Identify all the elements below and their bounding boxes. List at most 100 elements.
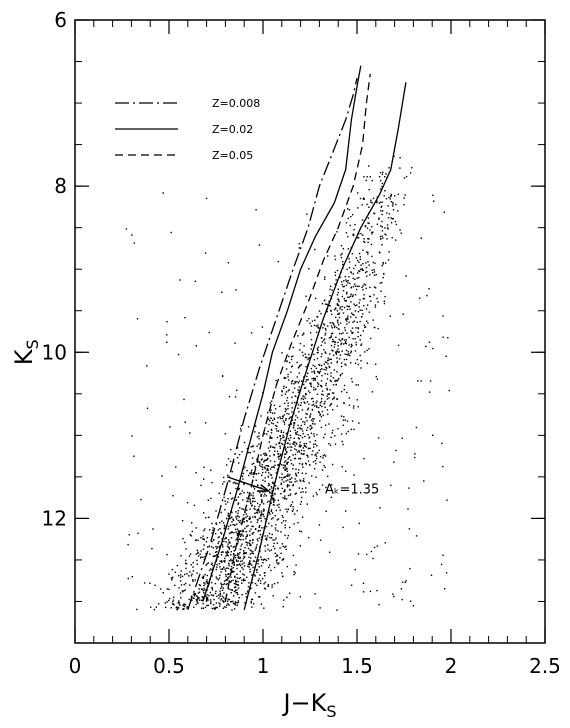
data-point <box>358 276 360 279</box>
data-point <box>131 576 133 578</box>
data-point <box>239 427 242 430</box>
data-point <box>247 547 250 550</box>
data-point <box>197 592 200 594</box>
data-point <box>280 531 282 533</box>
data-point <box>260 495 262 497</box>
data-point <box>269 513 271 515</box>
data-point <box>337 291 339 294</box>
data-point <box>259 525 261 527</box>
data-point <box>235 516 237 518</box>
data-point <box>287 479 289 481</box>
data-point <box>306 454 309 457</box>
data-point <box>364 326 367 328</box>
data-point <box>197 555 200 557</box>
data-point <box>244 547 246 549</box>
data-point <box>236 567 238 570</box>
data-point <box>128 534 130 536</box>
data-point <box>361 316 363 318</box>
data-point <box>432 347 434 350</box>
data-point <box>274 464 276 466</box>
data-point <box>220 598 223 600</box>
data-point <box>223 560 225 562</box>
data-point <box>367 251 369 253</box>
data-point <box>216 564 218 566</box>
data-point <box>348 209 351 211</box>
data-point <box>284 469 287 471</box>
data-point <box>286 486 289 488</box>
data-point <box>330 436 332 438</box>
data-point <box>214 592 217 595</box>
data-point <box>256 568 258 571</box>
data-point <box>330 335 333 337</box>
data-point <box>284 497 286 499</box>
data-point <box>275 443 277 446</box>
data-point <box>211 522 213 525</box>
data-point <box>355 257 358 259</box>
data-point <box>384 227 386 229</box>
data-point <box>277 499 279 501</box>
data-point <box>285 480 287 482</box>
data-point <box>290 449 292 452</box>
data-point <box>363 283 365 285</box>
data-point <box>255 528 257 530</box>
data-point <box>258 464 261 466</box>
data-point <box>220 571 222 573</box>
data-point <box>235 539 237 541</box>
data-point <box>239 520 241 522</box>
data-point <box>276 425 278 428</box>
data-point <box>301 463 304 465</box>
data-point <box>249 500 251 503</box>
data-point <box>324 400 326 403</box>
data-point <box>297 437 300 439</box>
data-point <box>164 602 166 604</box>
data-point <box>228 573 230 575</box>
data-point <box>353 229 355 231</box>
data-point <box>284 546 286 548</box>
data-point <box>289 434 291 436</box>
data-point <box>300 449 303 452</box>
data-point <box>359 320 361 323</box>
data-point <box>226 554 228 556</box>
data-point <box>313 418 315 420</box>
data-point <box>300 491 302 493</box>
data-point <box>251 564 253 566</box>
data-point <box>230 516 232 519</box>
data-point <box>234 602 237 604</box>
data-point <box>245 536 247 538</box>
data-point <box>234 554 237 556</box>
data-point <box>175 607 177 609</box>
data-point <box>357 237 360 239</box>
data-point <box>296 433 298 436</box>
data-point <box>287 379 290 381</box>
data-point <box>415 535 418 537</box>
data-point <box>278 503 280 506</box>
data-point <box>288 413 290 415</box>
data-point <box>179 576 182 578</box>
data-point <box>229 492 231 494</box>
data-point <box>344 353 346 355</box>
data-point <box>294 448 296 450</box>
data-point <box>297 391 300 393</box>
data-point <box>343 280 345 282</box>
data-point <box>277 453 280 455</box>
data-point <box>202 538 204 540</box>
data-point <box>252 566 254 569</box>
data-point <box>312 403 315 406</box>
data-point <box>394 220 397 223</box>
data-point <box>231 497 234 499</box>
data-point <box>260 415 262 417</box>
data-point <box>390 195 392 197</box>
data-point <box>362 262 364 265</box>
data-point <box>315 455 318 457</box>
data-point <box>338 313 340 315</box>
data-point <box>347 351 349 353</box>
legend-label-1: Z=0.008 <box>212 97 260 110</box>
data-point <box>250 502 252 505</box>
data-point <box>262 510 265 512</box>
data-point <box>236 518 238 520</box>
data-point <box>176 564 179 567</box>
data-point <box>388 251 390 253</box>
data-point <box>221 589 224 591</box>
data-point <box>290 459 292 461</box>
data-point <box>443 211 445 214</box>
